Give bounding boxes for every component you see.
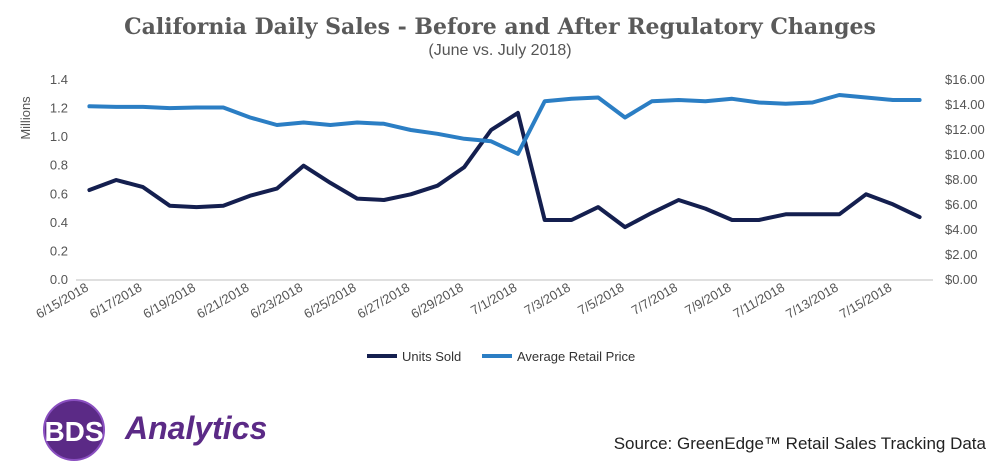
- legend: Units Sold Average Retail Price: [367, 349, 635, 364]
- x-tick-label: 6/25/2018: [301, 280, 359, 322]
- x-tick-label: 7/13/2018: [783, 280, 841, 322]
- y2-tick-label: $4.00: [945, 222, 978, 237]
- x-tick-label: 7/15/2018: [837, 280, 895, 322]
- y-tick-label: 0.4: [50, 215, 68, 230]
- y-tick-label: 0.8: [50, 158, 68, 173]
- x-tick-label: 6/17/2018: [87, 280, 145, 322]
- x-tick-label: 6/19/2018: [140, 280, 198, 322]
- y-tick-label: 0.0: [50, 272, 68, 287]
- legend-label-units-sold: Units Sold: [402, 349, 461, 364]
- chart-title: California Daily Sales - Before and Afte…: [124, 14, 876, 40]
- series-line-units-sold: [87, 110, 922, 230]
- y2-tick-label: $10.00: [945, 147, 985, 162]
- y-tick-label: 0.6: [50, 186, 68, 201]
- x-tick-label: 7/9/2018: [682, 280, 733, 318]
- y2-tick-label: $12.00: [945, 122, 985, 137]
- bds-logo-mark: BDS: [43, 399, 105, 461]
- y-tick-label: 1.2: [50, 101, 68, 116]
- x-tick-label: 7/3/2018: [522, 280, 573, 318]
- legend-label-average-retail-price: Average Retail Price: [517, 349, 635, 364]
- y2-tick-label: $2.00: [945, 247, 978, 262]
- y2-tick-label: $0.00: [945, 272, 978, 287]
- x-tick-label: 7/7/2018: [629, 280, 680, 318]
- y-tick-label: 1.0: [50, 129, 68, 144]
- series-line-average-retail-price: [87, 93, 922, 156]
- logo-mark-text: BDS: [44, 416, 103, 447]
- y-tick-label: 1.4: [50, 72, 68, 87]
- x-tick-label: 6/27/2018: [355, 280, 413, 322]
- y2-tick-label: $8.00: [945, 172, 978, 187]
- y2-tick-label: $6.00: [945, 197, 978, 212]
- x-tick-label: 7/5/2018: [575, 280, 626, 318]
- x-tick-label: 7/1/2018: [468, 280, 519, 318]
- x-tick-label: 6/23/2018: [248, 280, 306, 322]
- source-note: Source: GreenEdge™ Retail Sales Tracking…: [613, 434, 986, 453]
- chart-subtitle: (June vs. July 2018): [428, 42, 572, 59]
- y-tick-label: 0.2: [50, 243, 68, 258]
- x-tick-label: 7/11/2018: [730, 280, 787, 321]
- y2-tick-label: $14.00: [945, 97, 985, 112]
- logo-wordmark: Analytics: [125, 410, 268, 446]
- line-chart: 0.0 0.2 0.4 0.6 0.8 1.0 1.2 1.4 $0.00 $2.00 $4.00…: [18, 72, 985, 364]
- y-axis-label: Millions: [18, 96, 33, 140]
- y2-tick-label: $16.00: [945, 72, 985, 87]
- x-tick-label: 6/21/2018: [194, 280, 252, 322]
- x-tick-label: 6/29/2018: [408, 280, 466, 322]
